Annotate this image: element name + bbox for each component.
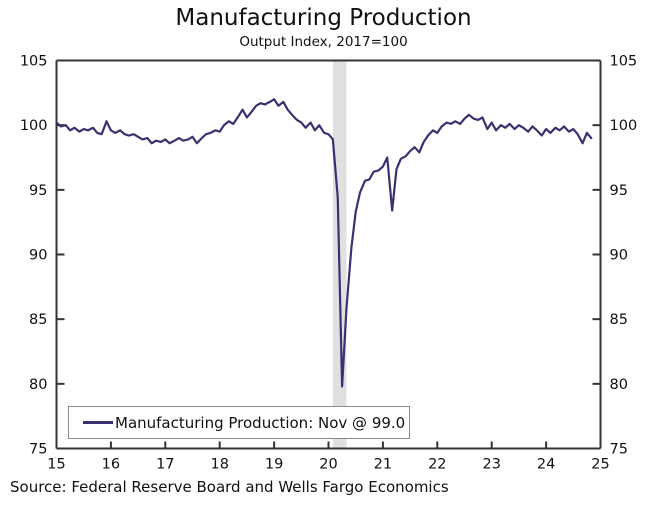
x-tick-label: 16 (102, 457, 120, 473)
axis-frame (55, 59, 602, 450)
legend-line-swatch-icon (83, 421, 113, 424)
legend-entry: Manufacturing Production: Nov @ 99.0 (69, 407, 409, 438)
data-series-group (55, 98, 593, 388)
y-tick-label-right: 80 (610, 377, 628, 393)
y-tick-label: 90 (29, 248, 47, 264)
x-tick-label: 25 (591, 457, 609, 473)
legend-label: Manufacturing Production: Nov @ 99.0 (115, 413, 406, 432)
y-tick-label: 75 (29, 442, 47, 458)
source-note: Source: Federal Reserve Board and Wells … (10, 478, 449, 496)
y-tick-label: 105 (20, 54, 48, 70)
y-axis-right-ticks: 75 80 85 90 95 100 105 (592, 54, 638, 458)
x-tick-label: 24 (537, 457, 555, 473)
y-tick-label-right: 95 (610, 183, 628, 199)
y-tick-label-right: 105 (610, 54, 638, 70)
x-tick-label: 20 (319, 457, 337, 473)
chart-legend: Manufacturing Production: Nov @ 99.0 (68, 406, 410, 439)
y-tick-label: 100 (20, 118, 48, 134)
y-tick-label: 85 (29, 312, 47, 328)
y-tick-label: 80 (29, 377, 47, 393)
chart-title: Manufacturing Production (175, 5, 472, 31)
y-tick-label: 95 (29, 183, 47, 199)
series-line (55, 98, 593, 388)
x-tick-label: 22 (428, 457, 446, 473)
x-axis-ticks: 15 16 17 18 19 20 21 22 23 24 25 (47, 441, 610, 473)
x-tick-label: 19 (265, 457, 283, 473)
x-tick-label: 15 (47, 457, 65, 473)
y-tick-label-right: 85 (610, 312, 628, 328)
x-tick-label: 17 (156, 457, 174, 473)
y-tick-label-right: 75 (610, 442, 628, 458)
y-axis-left-ticks: 75 80 85 90 95 100 105 (20, 54, 65, 458)
chart-subtitle: Output Index, 2017=100 (239, 34, 408, 50)
y-tick-label-right: 100 (610, 118, 638, 134)
x-tick-label: 18 (210, 457, 228, 473)
y-tick-label-right: 90 (610, 248, 628, 264)
x-tick-label: 21 (374, 457, 392, 473)
x-tick-label: 23 (482, 457, 500, 473)
